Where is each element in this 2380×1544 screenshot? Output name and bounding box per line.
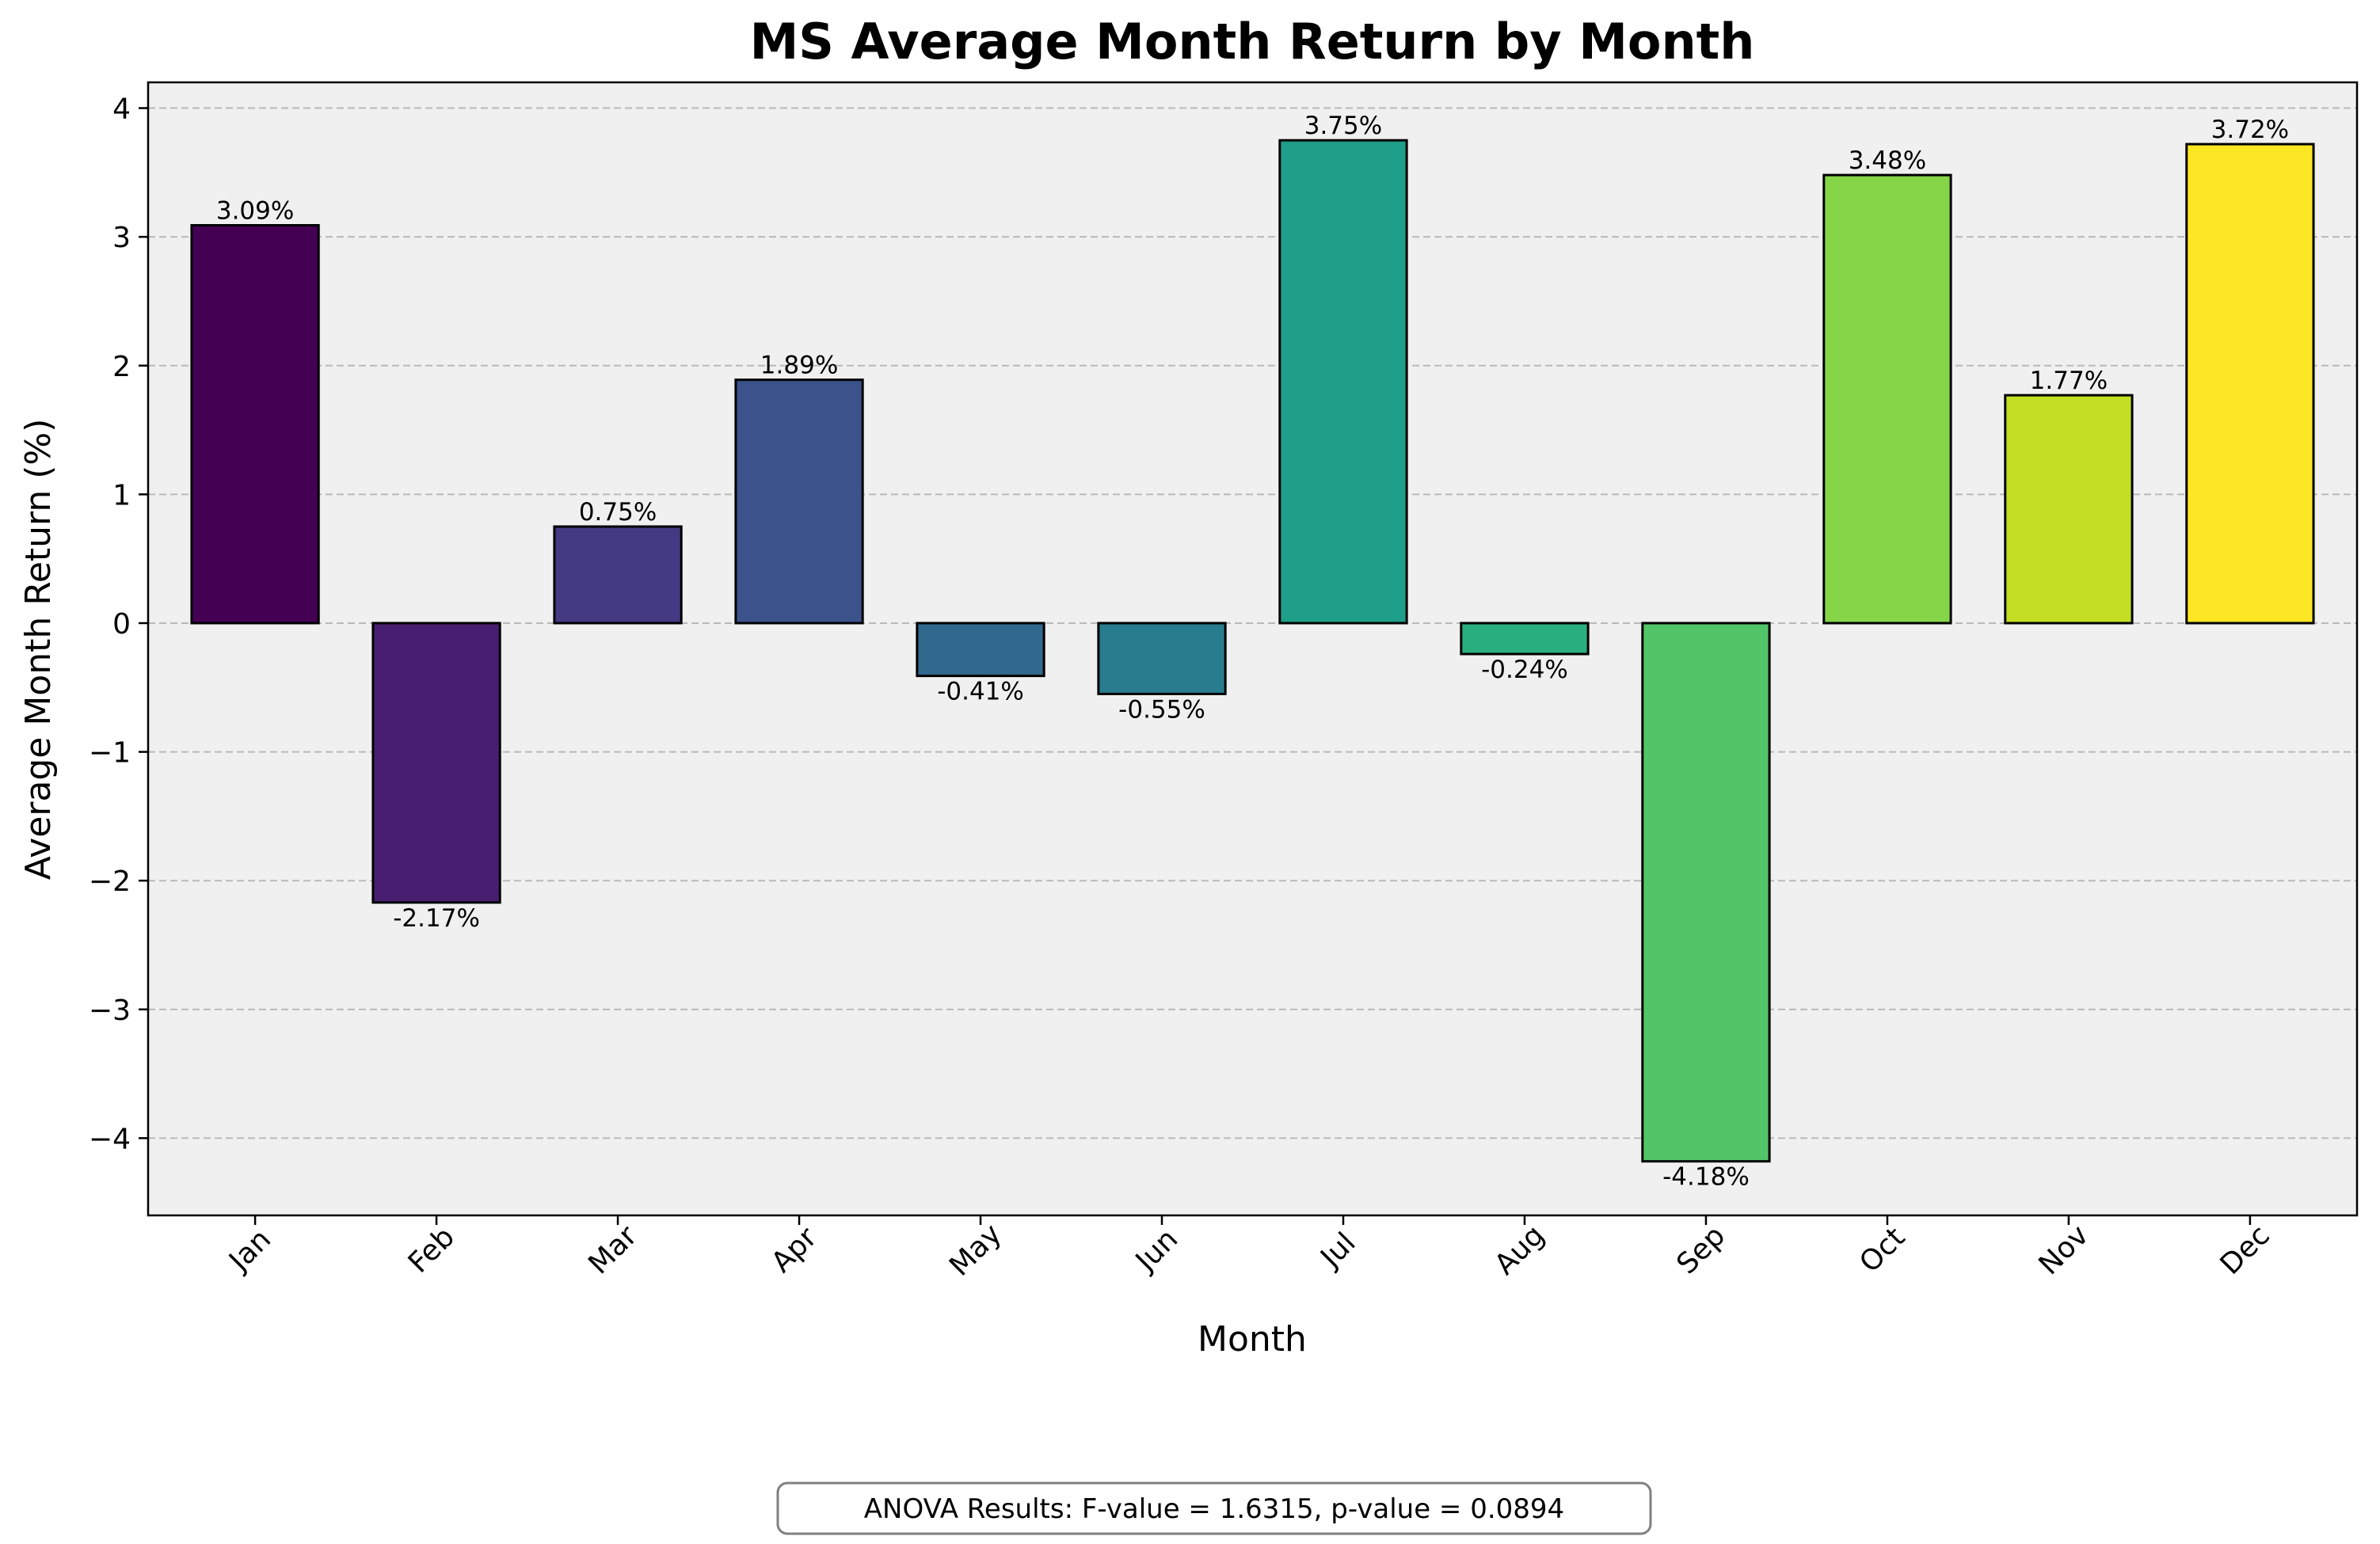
bar-jan bbox=[190, 224, 320, 625]
x-tick-label-jan: Jan bbox=[222, 1223, 277, 1279]
data-label-jul: 3.75% bbox=[1304, 112, 1382, 140]
bar-aug bbox=[1460, 622, 1590, 656]
x-axis-label: Month bbox=[1198, 1319, 1307, 1360]
bar-nov bbox=[2004, 394, 2134, 625]
x-tick-label-feb: Feb bbox=[402, 1221, 461, 1280]
y-tick-label: 0 bbox=[112, 608, 131, 641]
y-tick-label: −2 bbox=[89, 865, 131, 898]
y-tick-label: 3 bbox=[112, 222, 131, 254]
x-tick-label-dec: Dec bbox=[2214, 1219, 2276, 1281]
data-label-mar: 0.75% bbox=[579, 498, 657, 527]
x-tick-label-jun: Jun bbox=[1129, 1223, 1184, 1278]
anova-box-frame bbox=[776, 1481, 1652, 1535]
data-label-nov: 1.77% bbox=[2030, 367, 2108, 395]
x-tick-label-oct: Oct bbox=[1853, 1221, 1911, 1279]
data-label-feb: -2.17% bbox=[393, 904, 480, 933]
y-tick-label: −1 bbox=[89, 737, 131, 770]
bar-feb bbox=[371, 622, 501, 904]
x-axis-ticks: Jan Feb Mar Apr May Jun Jul Aug Sep Oct Nov Dec bbox=[222, 1215, 2276, 1283]
y-tick-label: −3 bbox=[89, 994, 131, 1027]
plot-frame bbox=[147, 81, 2359, 1217]
y-tick-label: 4 bbox=[112, 93, 131, 126]
y-axis-ticks: 4 3 2 1 0 −1 −2 −3 −4 bbox=[89, 93, 148, 1155]
data-label-apr: 1.89% bbox=[760, 352, 838, 380]
anova-annotation-box: ANOVA Results: F-value = 1.6315, p-value… bbox=[776, 1481, 1652, 1535]
bar-dec bbox=[2185, 143, 2315, 625]
bar-sep bbox=[1641, 622, 1771, 1163]
data-label-aug: -0.24% bbox=[1481, 656, 1568, 684]
y-axis-label: Average Month Return (%) bbox=[18, 419, 59, 880]
grid-lines bbox=[148, 107, 2357, 1139]
y-tick-label: −4 bbox=[89, 1123, 131, 1155]
bar-value-labels: 3.09% -2.17% 0.75% 1.89% -0.41% -0.55% 3.75% -0… bbox=[216, 112, 2289, 1192]
bar-apr bbox=[734, 378, 864, 625]
anova-results-text: ANOVA Results: F-value = 1.6315, p-value… bbox=[864, 1493, 1564, 1525]
data-label-oct: 3.48% bbox=[1849, 146, 1926, 175]
x-tick-label-jul: Jul bbox=[1314, 1226, 1362, 1275]
x-tick-label-nov: Nov bbox=[2032, 1219, 2095, 1282]
plot-background bbox=[148, 82, 2357, 1215]
x-tick-label-may: May bbox=[943, 1218, 1008, 1283]
data-label-jan: 3.09% bbox=[216, 197, 294, 226]
x-tick-label-aug: Aug bbox=[1488, 1219, 1551, 1282]
data-label-sep: -4.18% bbox=[1662, 1163, 1750, 1192]
data-label-may: -0.41% bbox=[937, 678, 1024, 706]
data-label-jun: -0.55% bbox=[1118, 695, 1205, 724]
x-tick-label-sep: Sep bbox=[1670, 1219, 1731, 1280]
data-label-dec: 3.72% bbox=[2211, 116, 2289, 144]
x-tick-label-apr: Apr bbox=[765, 1221, 823, 1279]
bars bbox=[190, 139, 2315, 1163]
y-tick-label: 1 bbox=[112, 479, 131, 511]
chart-title: MS Average Month Return by Month bbox=[750, 13, 1755, 70]
bar-jun bbox=[1097, 622, 1227, 695]
bar-jul bbox=[1278, 139, 1408, 625]
bar-oct bbox=[1822, 173, 1952, 625]
bar-mar bbox=[553, 525, 683, 625]
bar-may bbox=[916, 622, 1045, 678]
y-tick-label: 2 bbox=[112, 351, 131, 383]
x-tick-label-mar: Mar bbox=[582, 1219, 643, 1280]
